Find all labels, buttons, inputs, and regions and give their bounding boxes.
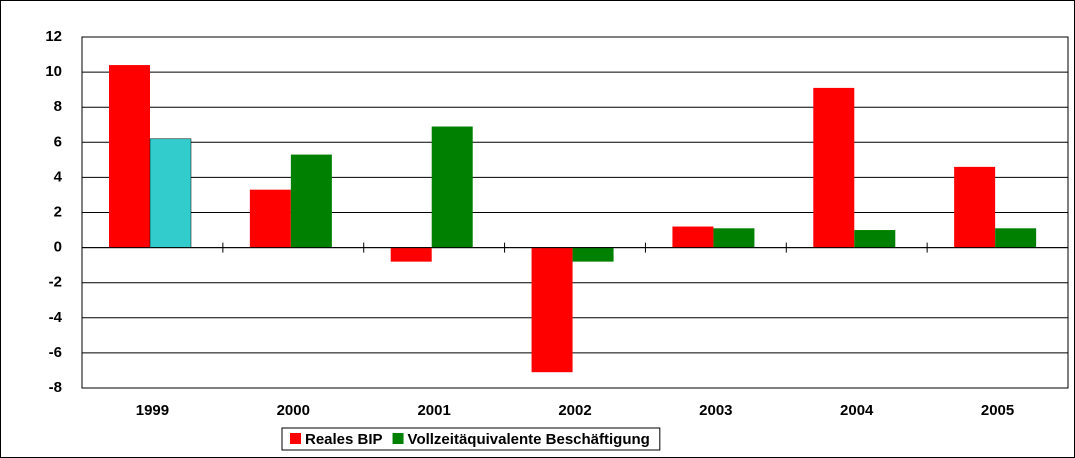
bar [149,138,192,248]
y-tick-label: -6 [49,344,62,361]
y-tick-label: 0 [54,239,62,256]
bar [109,65,150,248]
legend-box [281,427,661,451]
bar [531,247,573,373]
x-tick-label: 2002 [558,402,591,419]
bar [672,226,714,248]
bar [431,126,473,248]
y-tick-label: 4 [54,168,63,185]
x-tick-label: 2000 [277,402,310,419]
bar [954,166,996,248]
y-tick-label: -8 [49,379,62,396]
legend-swatch [392,433,404,444]
bar [390,247,432,262]
bar [995,228,1037,248]
y-tick-label: 12 [45,28,62,45]
x-tick-label: 2003 [699,402,732,419]
plot-border [81,36,1069,389]
bar [290,154,332,248]
bar [813,87,855,248]
y-tick-label: -2 [49,274,62,291]
legend-label: Vollzeitäquivalente Beschäftigung [408,431,650,448]
bar [249,189,291,248]
bar [713,228,755,248]
legend-label: Reales BIP [305,431,383,448]
y-tick-label: 10 [45,63,62,80]
y-tick-label: 6 [54,133,62,150]
x-tick-label: 2004 [840,402,874,419]
x-tick-label: 2001 [417,402,450,419]
x-tick-label: 1999 [136,402,169,419]
y-tick-label: 2 [54,203,62,220]
bar [572,247,614,262]
y-tick-label: 8 [54,98,62,115]
legend-swatch [290,433,301,444]
y-tick-label: -4 [49,309,63,326]
x-tick-label: 2005 [981,402,1014,419]
bar [854,230,896,248]
